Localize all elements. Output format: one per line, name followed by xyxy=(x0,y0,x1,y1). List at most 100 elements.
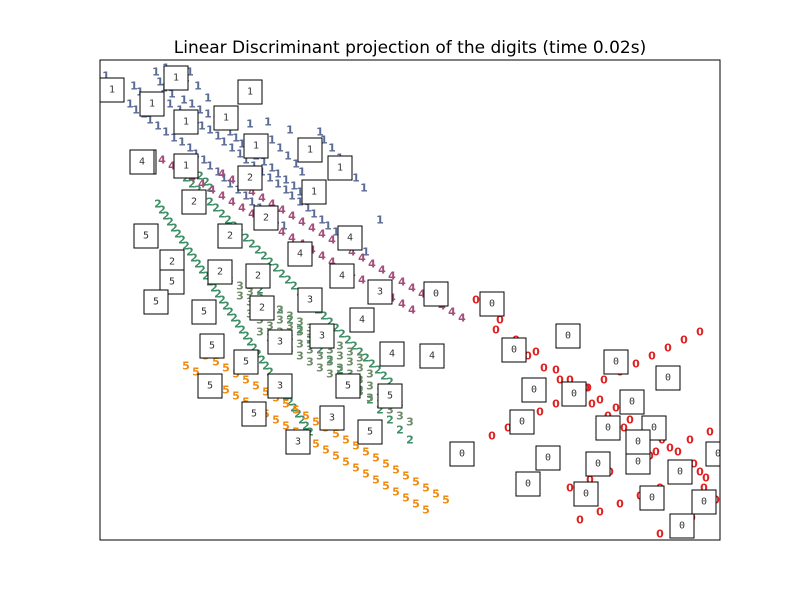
thumbnail-frame xyxy=(191,299,217,325)
digit-point-0: 0 xyxy=(664,342,672,355)
thumbnail-frame xyxy=(249,295,275,321)
digit-point-2: 2 xyxy=(178,234,186,247)
digit-point-5: 5 xyxy=(252,380,260,393)
digit-thumbnail-0: 0 xyxy=(515,471,541,497)
digit-point-4: 4 xyxy=(228,196,236,209)
thumbnail-glyph: 5 xyxy=(367,427,373,438)
digit-point-3: 3 xyxy=(296,326,304,339)
digit-point-4: 4 xyxy=(328,256,336,269)
digit-point-2: 2 xyxy=(166,216,174,229)
digit-point-2: 2 xyxy=(246,336,254,349)
thumbnail-glyph: 0 xyxy=(583,489,589,500)
digit-point-5: 5 xyxy=(412,498,420,511)
thumbnail-glyph: 0 xyxy=(679,521,685,532)
thumbnail-frame xyxy=(625,429,651,455)
digit-point-0: 0 xyxy=(706,426,714,439)
digit-point-5: 5 xyxy=(372,452,380,465)
digit-point-3: 3 xyxy=(276,304,284,317)
digit-point-5: 5 xyxy=(322,444,330,457)
thumbnail-frame xyxy=(555,323,581,349)
digit-point-3: 3 xyxy=(356,362,364,375)
digit-point-2: 2 xyxy=(266,366,274,379)
digit-point-5: 5 xyxy=(422,482,430,495)
digit-point-2: 2 xyxy=(294,408,302,421)
digit-point-2: 2 xyxy=(242,330,250,343)
thumbnail-frame xyxy=(595,415,621,441)
thumbnail-frame xyxy=(217,223,243,249)
thumbnail-frame xyxy=(309,323,335,349)
digit-point-5: 5 xyxy=(262,386,270,399)
digit-point-1: 1 xyxy=(232,132,240,145)
digit-point-1: 1 xyxy=(238,138,246,151)
digit-point-2: 2 xyxy=(206,182,214,195)
digit-point-2: 2 xyxy=(196,170,204,183)
thumbnail-glyph: 3 xyxy=(329,413,335,424)
digit-point-5: 5 xyxy=(222,362,230,375)
thumbnail-glyph: 1 xyxy=(307,145,313,156)
digit-point-2: 2 xyxy=(320,310,328,323)
thumbnail-glyph: 2 xyxy=(255,271,261,282)
digit-point-4: 4 xyxy=(278,226,286,239)
digit-point-0: 0 xyxy=(576,514,584,527)
thumbnail-glyph: 3 xyxy=(377,287,383,298)
digit-point-0: 0 xyxy=(536,406,544,419)
digit-point-0: 0 xyxy=(680,334,688,347)
digit-thumbnail-0: 0 xyxy=(669,513,695,539)
digit-thumbnail-1: 1 xyxy=(301,179,327,205)
digit-thumbnail-5: 5 xyxy=(159,269,185,295)
thumbnail-glyph: 4 xyxy=(347,233,353,244)
digit-point-2: 2 xyxy=(406,434,414,447)
digit-thumbnail-0: 0 xyxy=(509,409,535,435)
digit-point-5: 5 xyxy=(412,476,420,489)
thumbnail-glyph: 5 xyxy=(209,341,215,352)
digit-thumbnail-4: 4 xyxy=(349,307,375,333)
digit-point-1: 1 xyxy=(220,172,228,185)
digit-point-5: 5 xyxy=(352,440,360,453)
thumbnail-glyph: 1 xyxy=(149,99,155,110)
digit-point-1: 1 xyxy=(266,172,274,185)
digit-point-2: 2 xyxy=(326,316,334,329)
thumbnail-glyph: 1 xyxy=(247,87,253,98)
digit-point-2: 2 xyxy=(326,354,334,367)
digit-point-1: 1 xyxy=(310,208,318,221)
digit-point-1: 1 xyxy=(166,98,174,111)
digit-point-1: 1 xyxy=(352,172,360,185)
digit-point-1: 1 xyxy=(292,158,300,171)
digit-point-1: 1 xyxy=(332,226,340,239)
digit-point-1: 1 xyxy=(260,156,268,169)
digit-point-0: 0 xyxy=(472,294,480,307)
thumbnail-glyph: 3 xyxy=(277,337,283,348)
digit-point-2: 2 xyxy=(374,364,382,377)
digit-point-1: 1 xyxy=(168,88,176,101)
digit-thumbnail-0: 0 xyxy=(619,389,645,415)
digit-point-1: 1 xyxy=(226,178,234,191)
digit-point-1: 1 xyxy=(152,66,160,79)
digit-point-0: 0 xyxy=(696,466,704,479)
digit-point-2: 2 xyxy=(154,198,162,211)
digit-point-4: 4 xyxy=(198,178,206,191)
thumbnail-glyph: 0 xyxy=(677,467,683,478)
digit-point-1: 1 xyxy=(186,142,194,155)
digit-point-2: 2 xyxy=(356,346,364,359)
digit-point-4: 4 xyxy=(308,222,316,235)
digit-point-0: 0 xyxy=(552,398,560,411)
digit-point-1: 1 xyxy=(298,166,306,179)
digit-thumbnail-0: 0 xyxy=(585,451,611,477)
digit-point-3: 3 xyxy=(286,310,294,323)
thumbnail-frame xyxy=(245,263,271,289)
digit-point-3: 3 xyxy=(256,326,264,339)
thumbnail-frame xyxy=(173,153,199,179)
digit-point-2: 2 xyxy=(234,318,242,331)
digit-point-2: 2 xyxy=(366,394,374,407)
digit-point-1: 1 xyxy=(316,126,324,139)
digit-point-0: 0 xyxy=(492,324,500,337)
digit-point-0: 0 xyxy=(696,326,704,339)
digit-point-2: 2 xyxy=(158,204,166,217)
digit-point-1: 1 xyxy=(288,190,296,203)
thumbnail-frame xyxy=(129,149,155,175)
digit-point-1: 1 xyxy=(324,220,332,233)
digit-thumbnail-2: 2 xyxy=(249,295,275,321)
digit-point-5: 5 xyxy=(332,428,340,441)
digit-point-4: 4 xyxy=(158,154,166,167)
digit-point-1: 1 xyxy=(226,126,234,139)
